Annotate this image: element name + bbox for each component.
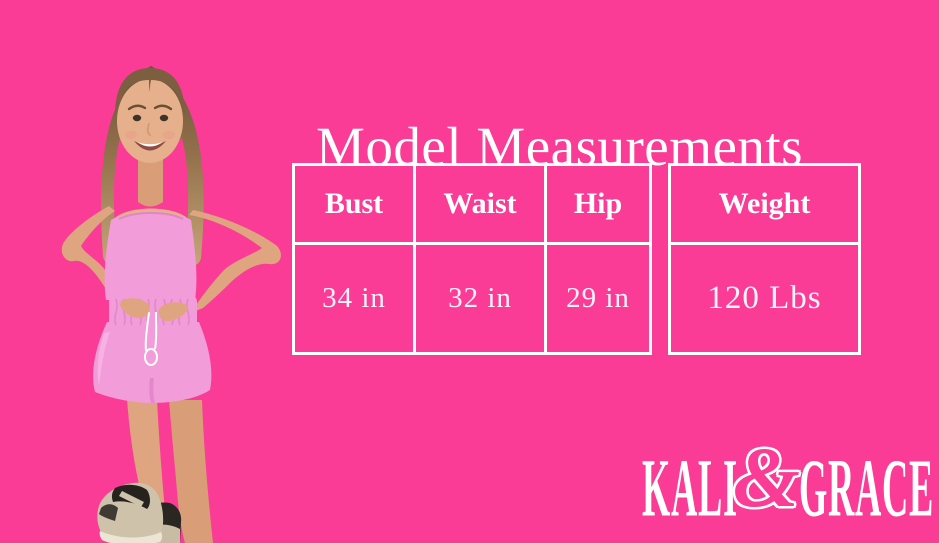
face — [117, 79, 183, 163]
drawstring — [144, 311, 158, 366]
measurements-table: Bust Waist Hip 34 in 32 in 29 in — [292, 163, 652, 355]
brand-logo: KALI & GRACE — [628, 434, 938, 536]
table-header-hip: Hip — [547, 166, 649, 245]
leg-right — [169, 400, 213, 543]
model-photo — [61, 66, 281, 543]
table-header-weight: Weight — [671, 166, 858, 245]
brand-word-kali: KALI — [642, 444, 738, 535]
hand-left — [120, 298, 150, 318]
romper-shorts — [93, 322, 212, 403]
face-features — [127, 104, 173, 151]
table-value-waist: 32 in — [416, 245, 547, 352]
table-header-waist: Waist — [416, 166, 547, 245]
leg-left — [127, 398, 165, 510]
brand-ampersand: & — [733, 429, 800, 525]
table-value-weight: 120 Lbs — [707, 280, 822, 316]
brand-word-grace: GRACE — [799, 444, 934, 535]
table-header-bust: Bust — [295, 166, 416, 245]
weight-box: Weight 120 Lbs — [668, 163, 861, 355]
romper-top — [104, 213, 197, 300]
hair-fringe — [115, 68, 185, 116]
hand-right — [158, 302, 188, 322]
sneaker-front — [97, 482, 164, 543]
arm-right — [189, 210, 281, 313]
table-value-hip: 29 in — [566, 282, 630, 314]
table-value-bust: 34 in — [295, 245, 416, 352]
neck — [138, 154, 163, 207]
